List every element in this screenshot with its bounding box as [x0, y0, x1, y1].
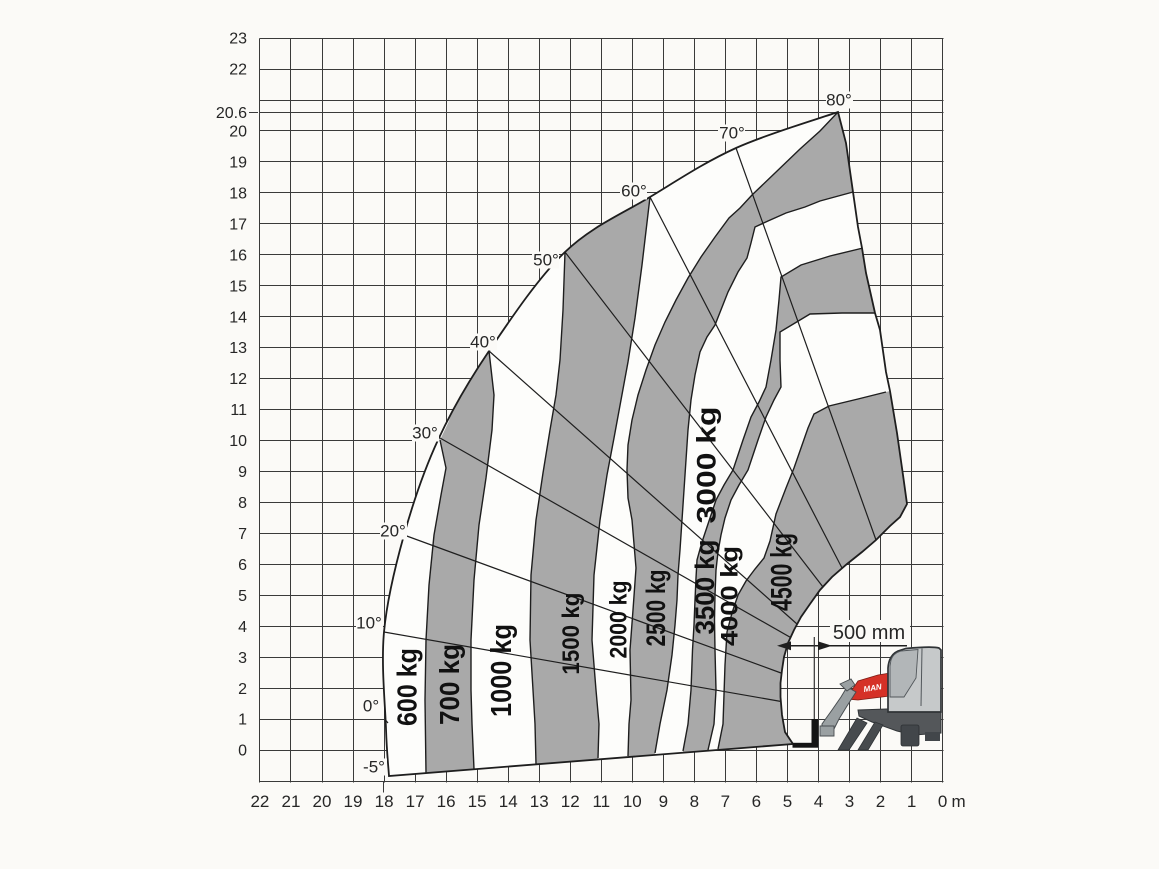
- svg-text:80°: 80°: [826, 91, 852, 110]
- svg-text:15: 15: [468, 792, 487, 811]
- svg-text:60°: 60°: [621, 182, 647, 201]
- svg-text:17: 17: [229, 216, 247, 233]
- svg-text:70°: 70°: [719, 124, 745, 143]
- svg-text:m: m: [952, 792, 966, 811]
- svg-text:4000 kg: 4000 kg: [717, 546, 744, 646]
- svg-text:16: 16: [437, 792, 456, 811]
- svg-text:1: 1: [238, 712, 247, 729]
- svg-text:3: 3: [238, 650, 247, 667]
- svg-text:1: 1: [907, 792, 916, 811]
- svg-text:2: 2: [876, 792, 885, 811]
- svg-text:17: 17: [406, 792, 425, 811]
- svg-text:2: 2: [238, 681, 247, 698]
- svg-text:9: 9: [659, 792, 668, 811]
- svg-text:22: 22: [229, 62, 247, 79]
- svg-text:10°: 10°: [356, 614, 382, 633]
- svg-text:11: 11: [592, 792, 610, 811]
- svg-text:3500 kg: 3500 kg: [690, 540, 720, 635]
- svg-text:5: 5: [783, 792, 792, 811]
- svg-text:20: 20: [229, 124, 247, 141]
- svg-text:12: 12: [229, 371, 247, 388]
- svg-text:20: 20: [313, 792, 332, 811]
- svg-text:5: 5: [238, 588, 247, 605]
- svg-text:0: 0: [938, 792, 947, 811]
- svg-text:16: 16: [229, 247, 247, 264]
- svg-text:13: 13: [229, 340, 247, 357]
- svg-text:20.6: 20.6: [216, 105, 247, 122]
- svg-text:2500 kg: 2500 kg: [641, 570, 671, 647]
- svg-text:MAN: MAN: [863, 682, 883, 694]
- svg-text:21: 21: [282, 792, 301, 811]
- svg-text:40°: 40°: [470, 333, 496, 352]
- svg-text:7: 7: [721, 792, 730, 811]
- svg-text:13: 13: [530, 792, 549, 811]
- svg-text:500 mm: 500 mm: [833, 622, 905, 644]
- svg-text:1000 kg: 1000 kg: [486, 624, 518, 717]
- svg-text:18: 18: [375, 792, 394, 811]
- svg-text:700 kg: 700 kg: [434, 644, 465, 725]
- svg-text:23: 23: [229, 31, 247, 48]
- svg-text:14: 14: [499, 792, 518, 811]
- svg-text:12: 12: [561, 792, 580, 811]
- svg-text:10: 10: [229, 433, 247, 450]
- svg-text:19: 19: [229, 155, 247, 172]
- svg-text:30°: 30°: [412, 424, 438, 443]
- svg-text:4500 kg: 4500 kg: [766, 533, 799, 611]
- svg-text:3: 3: [845, 792, 854, 811]
- svg-text:9: 9: [238, 464, 247, 481]
- svg-text:18: 18: [229, 185, 247, 202]
- svg-text:8: 8: [238, 495, 247, 512]
- svg-text:19: 19: [344, 792, 363, 811]
- svg-text:0°: 0°: [363, 697, 379, 716]
- svg-text:22: 22: [250, 792, 269, 811]
- svg-text:6: 6: [752, 792, 761, 811]
- svg-text:20°: 20°: [380, 522, 406, 541]
- svg-text:0: 0: [238, 743, 247, 760]
- svg-text:6: 6: [238, 557, 247, 574]
- svg-text:1500 kg: 1500 kg: [558, 593, 585, 675]
- svg-text:14: 14: [229, 309, 247, 326]
- svg-text:15: 15: [229, 278, 247, 295]
- svg-text:-5°: -5°: [363, 758, 385, 777]
- svg-text:4: 4: [238, 619, 247, 636]
- svg-text:7: 7: [238, 526, 247, 543]
- svg-text:50°: 50°: [533, 251, 559, 270]
- svg-text:10: 10: [623, 792, 642, 811]
- svg-text:3000 kg: 3000 kg: [692, 407, 722, 524]
- svg-text:2000 kg: 2000 kg: [606, 581, 633, 659]
- svg-text:4: 4: [814, 792, 823, 811]
- svg-text:11: 11: [230, 402, 247, 419]
- svg-text:8: 8: [690, 792, 699, 811]
- svg-text:600 kg: 600 kg: [392, 648, 423, 726]
